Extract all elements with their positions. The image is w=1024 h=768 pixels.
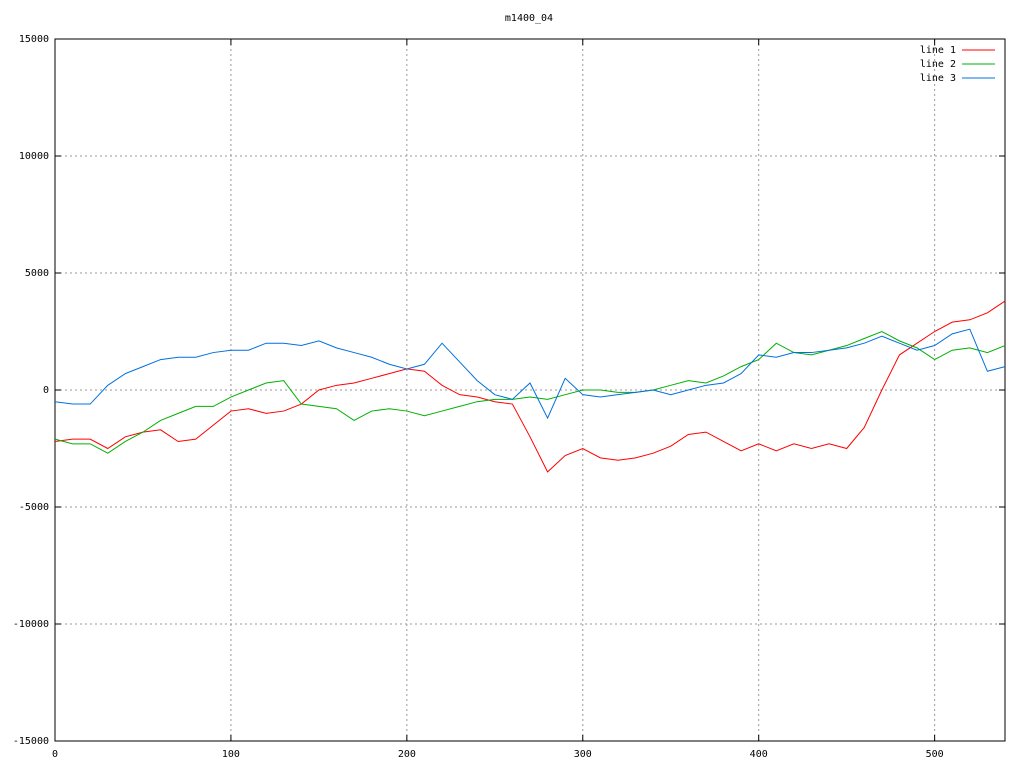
x-tick-label: 300: [574, 749, 592, 760]
y-tick-label: -10000: [13, 619, 49, 630]
legend-label: line 1: [920, 45, 956, 56]
x-tick-label: 0: [52, 749, 58, 760]
x-tick-label: 400: [750, 749, 768, 760]
x-tick-label: 200: [398, 749, 416, 760]
y-tick-label: 5000: [25, 268, 49, 279]
y-tick-label: 0: [43, 385, 49, 396]
series-line: [54, 330, 1006, 454]
chart-title: m1400_04: [505, 13, 553, 24]
x-tick-label: 500: [926, 749, 944, 760]
y-tick-label: -5000: [19, 502, 49, 513]
series-line: [54, 328, 1006, 420]
y-tick-label: 15000: [19, 34, 49, 45]
legend-label: line 2: [920, 59, 956, 70]
series-line: [54, 300, 1006, 473]
y-tick-label: 10000: [19, 151, 49, 162]
y-tick-label: -15000: [13, 736, 49, 747]
x-tick-label: 100: [222, 749, 240, 760]
legend-label: line 3: [920, 73, 956, 84]
plot-border: [54, 38, 1006, 742]
